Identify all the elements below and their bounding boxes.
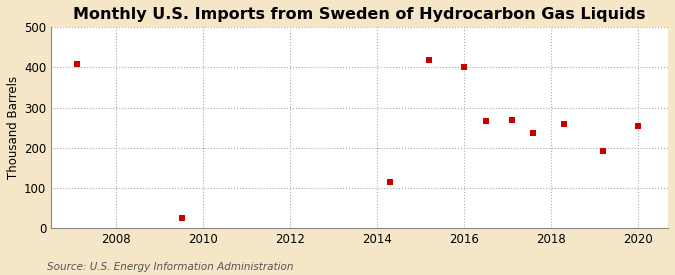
Point <box>458 65 469 70</box>
Point <box>506 117 517 122</box>
Point <box>558 122 569 126</box>
Point <box>480 118 491 123</box>
Point <box>632 123 643 128</box>
Point <box>176 216 187 220</box>
Point <box>385 180 396 184</box>
Point <box>597 148 608 153</box>
Y-axis label: Thousand Barrels: Thousand Barrels <box>7 76 20 179</box>
Point <box>424 58 435 62</box>
Point <box>72 62 82 67</box>
Point <box>528 131 539 135</box>
Title: Monthly U.S. Imports from Sweden of Hydrocarbon Gas Liquids: Monthly U.S. Imports from Sweden of Hydr… <box>74 7 646 22</box>
Text: Source: U.S. Energy Information Administration: Source: U.S. Energy Information Administ… <box>47 262 294 272</box>
